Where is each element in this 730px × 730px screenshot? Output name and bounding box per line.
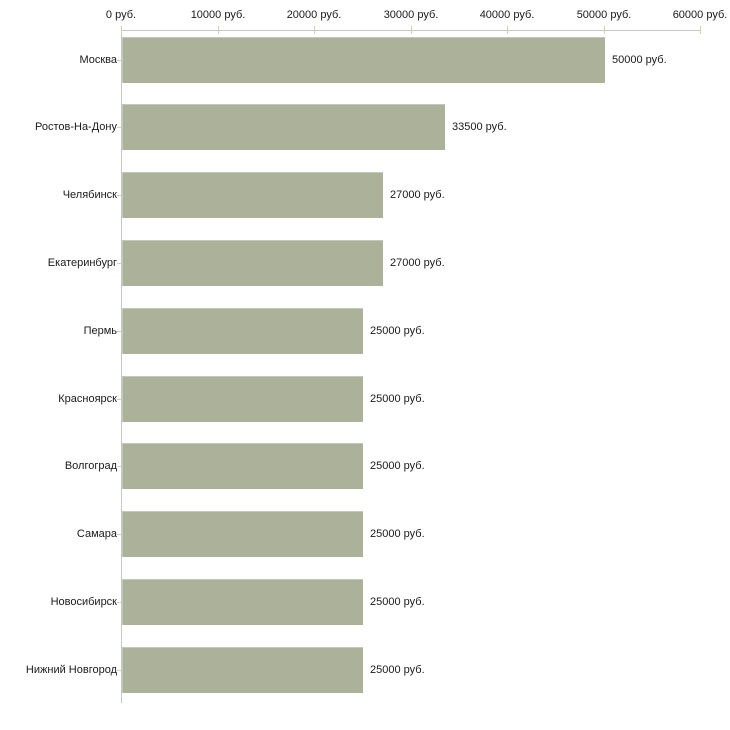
bar: [122, 511, 363, 557]
y-axis-tick: [117, 263, 121, 264]
bar-value-label: 25000 руб.: [370, 460, 425, 472]
category-label: Самара: [76, 528, 117, 540]
x-axis-tick-label: 50000 руб.: [576, 9, 632, 21]
x-axis-tick: [700, 25, 701, 34]
x-axis-tick-label: 40000 руб.: [479, 9, 535, 21]
category-label: Красноярск: [58, 393, 117, 405]
bar-value-label: 25000 руб.: [370, 325, 425, 337]
y-axis-tick: [117, 466, 121, 467]
bar: [122, 37, 605, 83]
x-axis-tick-label: 0 руб.: [105, 9, 137, 21]
category-label: Пермь: [83, 325, 117, 337]
y-axis-tick: [117, 195, 121, 196]
y-axis-line: [121, 30, 122, 703]
bar: [122, 172, 383, 218]
category-label: Екатеринбург: [47, 257, 117, 269]
bar: [122, 240, 383, 286]
y-axis-tick: [117, 399, 121, 400]
x-axis-tick: [411, 25, 412, 34]
bar-value-label: 25000 руб.: [370, 528, 425, 540]
y-axis-tick: [117, 534, 121, 535]
x-axis-tick: [604, 25, 605, 34]
category-label: Челябинск: [62, 189, 117, 201]
y-axis-tick: [117, 331, 121, 332]
bar-value-label: 27000 руб.: [390, 257, 445, 269]
y-axis-tick: [117, 602, 121, 603]
bar: [122, 579, 363, 625]
category-label: Нижний Новгород: [25, 664, 117, 676]
x-axis-tick: [121, 25, 122, 34]
x-axis-tick-label: 10000 руб.: [190, 9, 246, 21]
bar-value-label: 27000 руб.: [390, 189, 445, 201]
bar: [122, 104, 445, 150]
bar-value-label: 25000 руб.: [370, 596, 425, 608]
y-axis-tick: [117, 670, 121, 671]
bar-value-label: 33500 руб.: [452, 121, 507, 133]
category-label: Волгоград: [64, 460, 117, 472]
bar: [122, 647, 363, 693]
bar: [122, 308, 363, 354]
x-axis-tick: [314, 25, 315, 34]
bar: [122, 443, 363, 489]
bar: [122, 376, 363, 422]
x-axis-tick: [218, 25, 219, 34]
x-axis-tick-label: 30000 руб.: [383, 9, 439, 21]
y-axis-tick: [117, 60, 121, 61]
x-axis-line: [121, 30, 700, 31]
category-label: Новосибирск: [50, 596, 117, 608]
x-axis-tick: [507, 25, 508, 34]
category-label: Ростов-На-Дону: [34, 121, 117, 133]
x-axis-tick-label: 60000 руб.: [672, 9, 728, 21]
bar-value-label: 25000 руб.: [370, 393, 425, 405]
y-axis-tick: [117, 127, 121, 128]
category-label: Москва: [79, 54, 117, 66]
x-axis-tick-label: 20000 руб.: [286, 9, 342, 21]
bar-value-label: 25000 руб.: [370, 664, 425, 676]
bar-value-label: 50000 руб.: [612, 54, 667, 66]
